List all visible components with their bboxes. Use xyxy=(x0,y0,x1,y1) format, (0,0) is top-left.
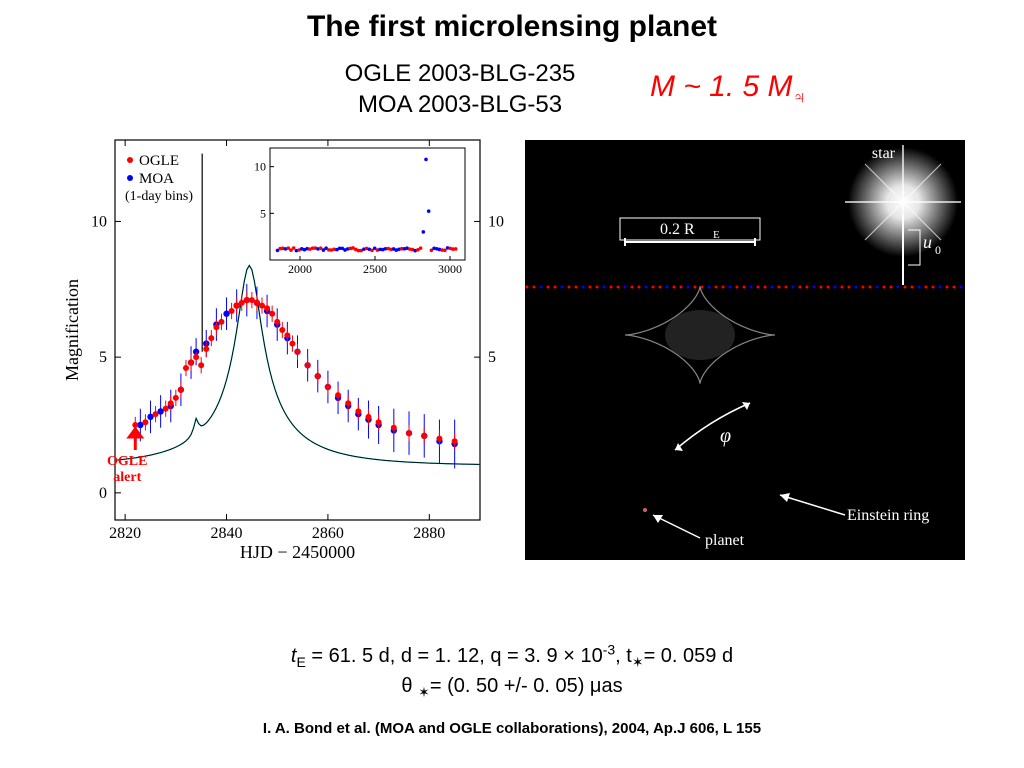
svg-text:φ: φ xyxy=(720,425,731,447)
svg-text:2840: 2840 xyxy=(211,525,243,542)
svg-text:5: 5 xyxy=(488,349,496,366)
svg-text:5: 5 xyxy=(99,349,107,366)
citation: I. A. Bond et al. (MOA and OGLE collabor… xyxy=(0,720,1024,737)
svg-text:5: 5 xyxy=(260,206,266,220)
svg-text:OGLE: OGLE xyxy=(139,153,179,169)
svg-text:10: 10 xyxy=(91,213,107,230)
params-line1: tE = 61. 5 d, d = 1. 12, q = 3. 9 × 10-3… xyxy=(291,645,733,667)
svg-text:0.2 R: 0.2 R xyxy=(660,221,695,238)
subtitle-line2: MOA 2003-BLG-53 xyxy=(358,91,562,118)
svg-text:2880: 2880 xyxy=(413,525,445,542)
svg-text:2500: 2500 xyxy=(363,262,387,276)
svg-text:2820: 2820 xyxy=(109,525,141,542)
svg-text:planet: planet xyxy=(705,532,745,549)
params-line2: θ ✶= (0. 50 +/- 0. 05) μas xyxy=(401,675,622,697)
svg-text:u: u xyxy=(923,232,932,252)
svg-text:0: 0 xyxy=(99,485,107,502)
lightcurve-chart: 2820 2840 2860 2880 0 5 10 5 10 HJD − 2450000 Magn… xyxy=(60,130,510,570)
svg-text:(1-day bins): (1-day bins) xyxy=(125,189,193,204)
svg-text:E: E xyxy=(713,229,720,241)
mass-sub: ♃ xyxy=(793,87,807,107)
svg-text:Magnification: Magnification xyxy=(62,279,82,381)
subtitle-line1: OGLE 2003-BLG-235 xyxy=(345,60,576,87)
svg-text:3000: 3000 xyxy=(438,262,462,276)
parameters: tE = 61. 5 d, d = 1. 12, q = 3. 9 × 10-3… xyxy=(0,640,1024,703)
svg-text:2000: 2000 xyxy=(288,262,312,276)
slide-subtitle: OGLE 2003-BLG-235 MOA 2003-BLG-53 xyxy=(300,58,620,120)
svg-text:Einstein ring: Einstein ring xyxy=(847,507,929,524)
svg-text:OGLE: OGLE xyxy=(107,454,147,469)
svg-text:alert: alert xyxy=(113,470,141,485)
mass-estimate: M ~ 1. 5 M♃ xyxy=(650,70,806,108)
caustic-diagram: star u0 0.2 R Eφ planet Einstein ring xyxy=(525,140,965,560)
svg-text:HJD − 2450000: HJD − 2450000 xyxy=(240,542,355,562)
svg-text:star: star xyxy=(872,145,896,162)
svg-text:2860: 2860 xyxy=(312,525,344,542)
svg-text:10: 10 xyxy=(488,213,504,230)
svg-text:10: 10 xyxy=(254,160,266,174)
svg-text:0: 0 xyxy=(935,243,941,257)
slide-title: The first microlensing planet xyxy=(0,10,1024,44)
mass-text: M ~ 1. 5 M xyxy=(650,70,793,103)
svg-text:MOA: MOA xyxy=(139,171,174,187)
